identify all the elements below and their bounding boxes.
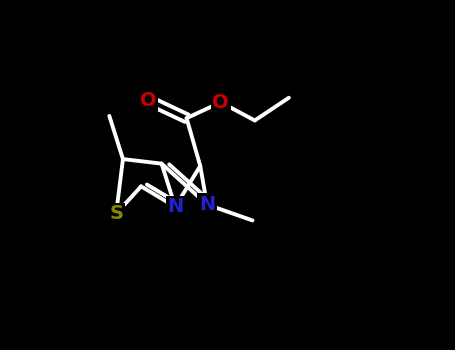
Text: S: S bbox=[109, 204, 123, 223]
Text: O: O bbox=[140, 91, 156, 110]
Text: N: N bbox=[167, 197, 183, 216]
Text: N: N bbox=[199, 195, 215, 214]
Text: O: O bbox=[212, 93, 229, 112]
